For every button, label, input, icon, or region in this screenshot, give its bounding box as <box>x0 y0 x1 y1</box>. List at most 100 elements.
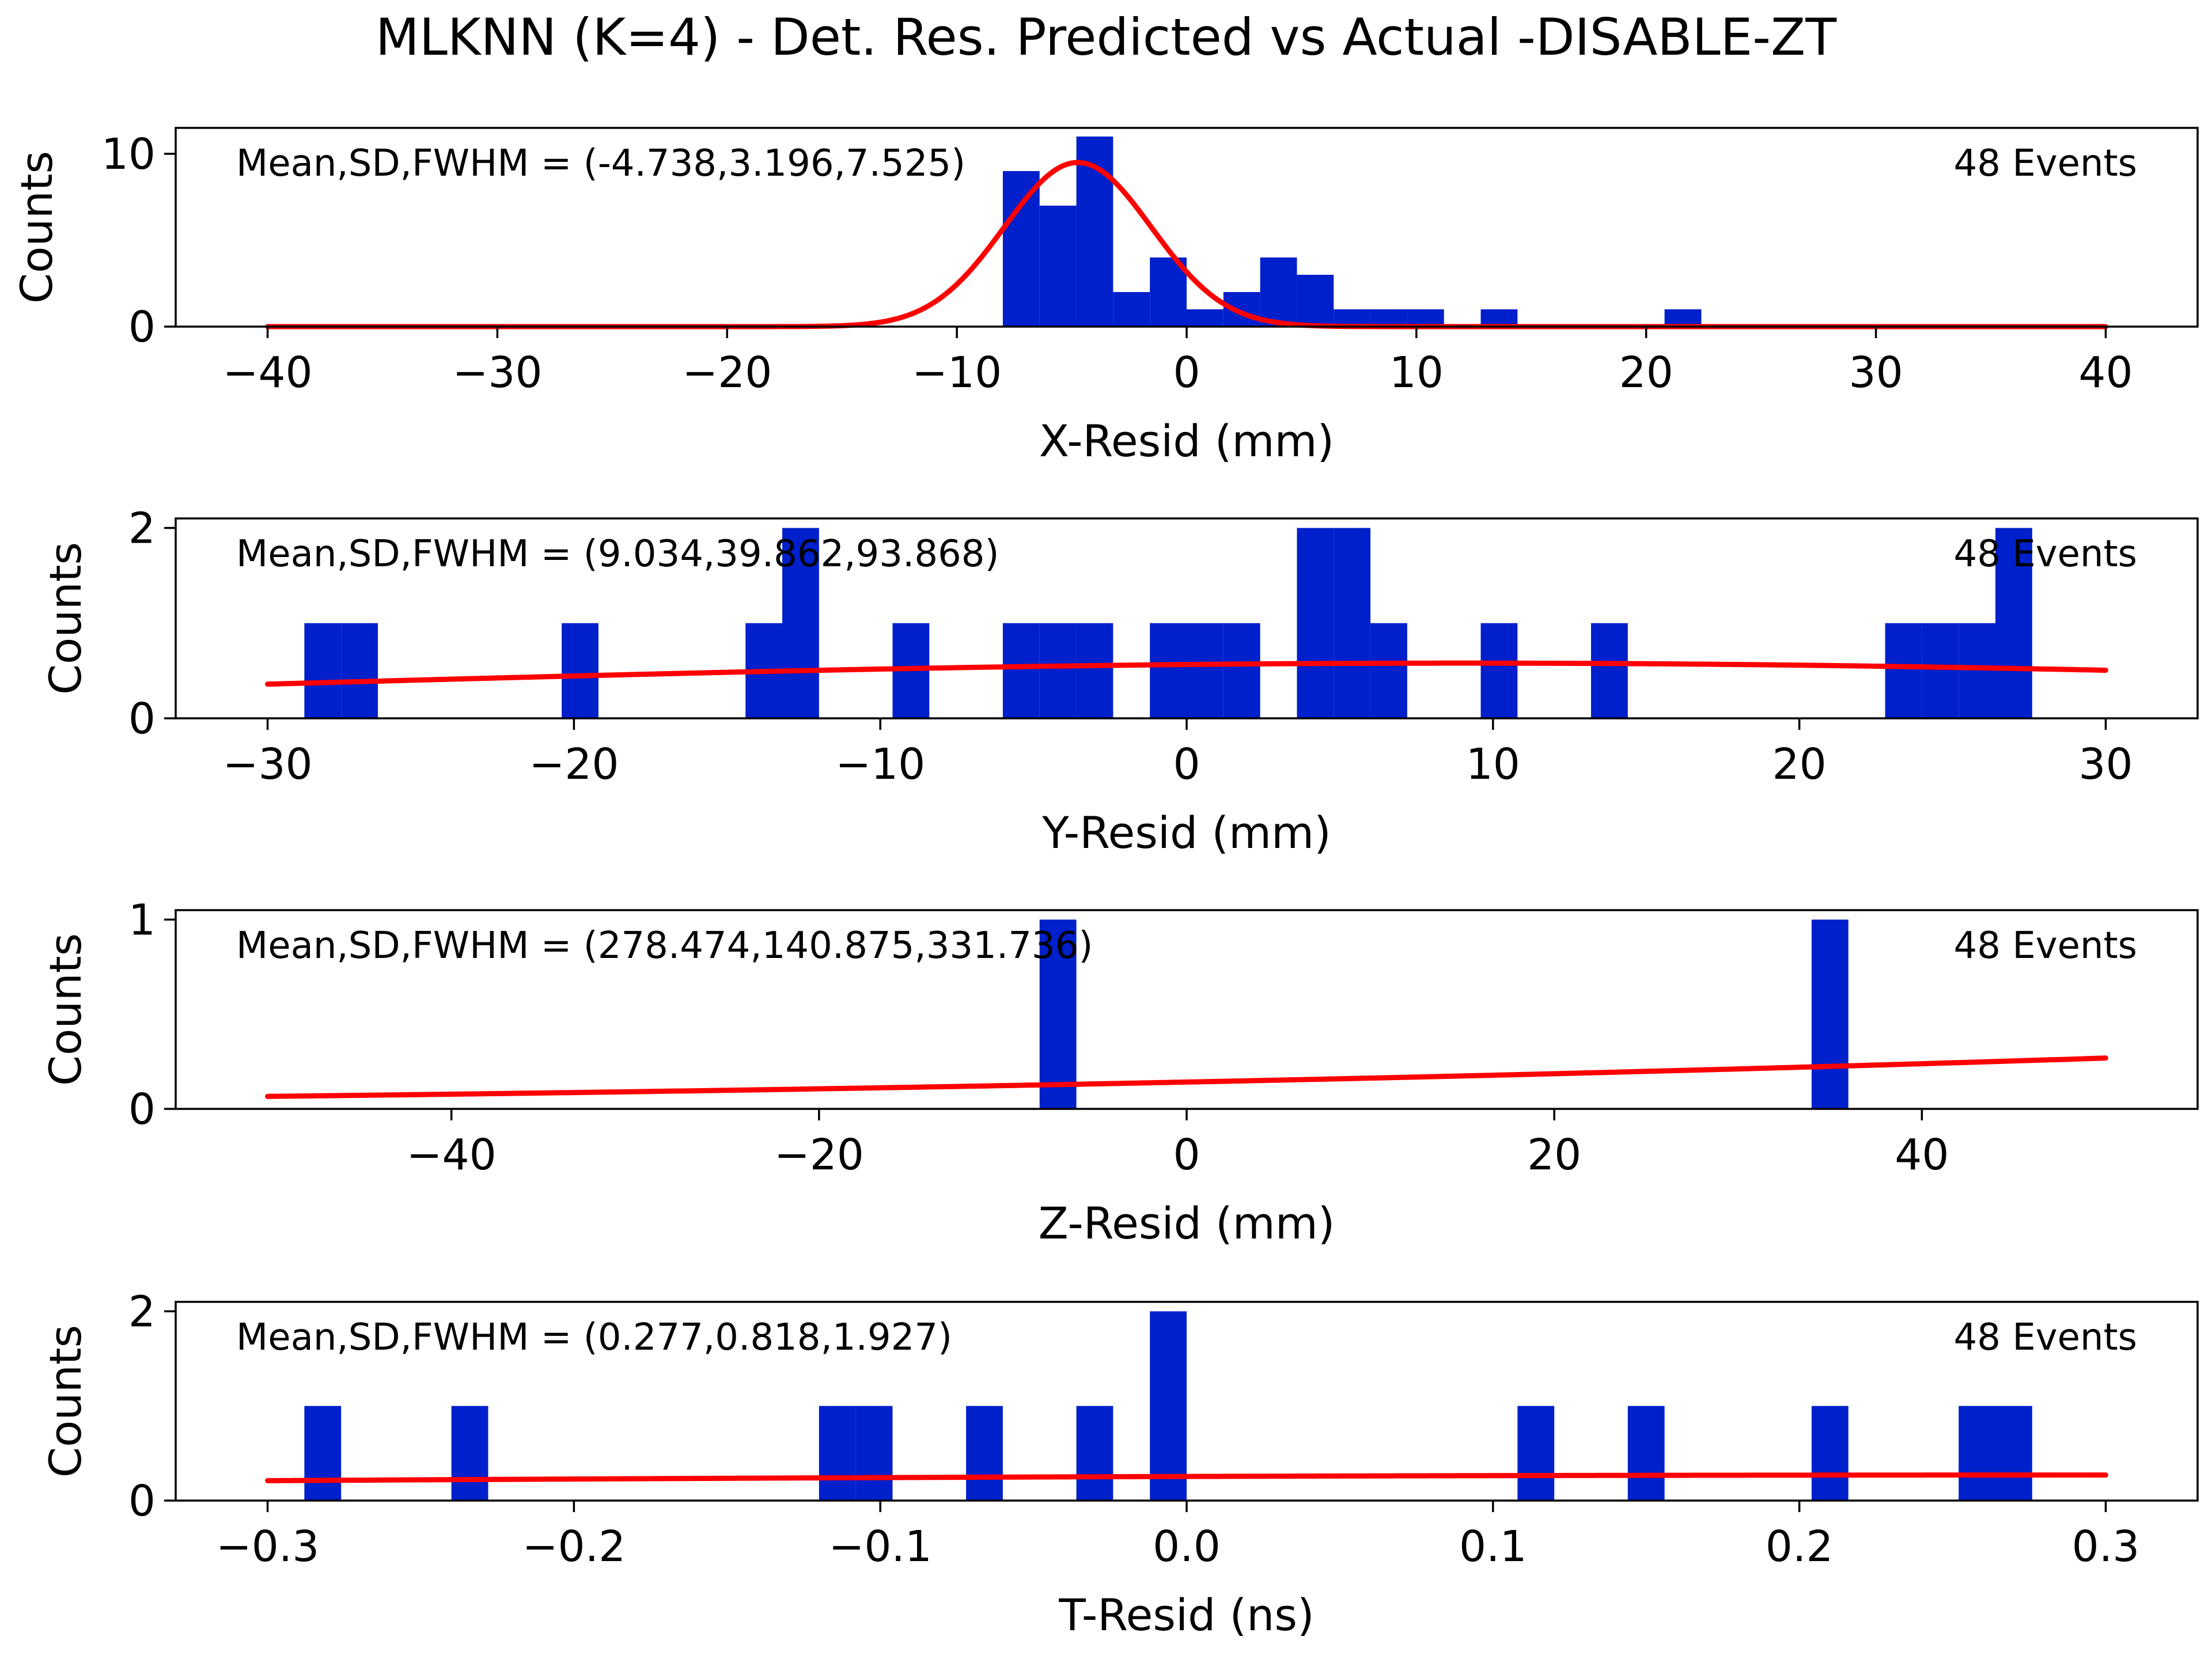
x-tick-label: −10 <box>912 348 1002 397</box>
histogram-bar <box>1150 1311 1187 1501</box>
histogram-bar <box>1591 623 1628 718</box>
histogram-bar <box>1407 309 1444 327</box>
fit-stats-annotation: Mean,SD,FWHM = (9.034,39.862,93.868) <box>236 533 999 575</box>
histogram-bar <box>1039 919 1077 1109</box>
x-tick-label: −0.1 <box>828 1522 932 1571</box>
histogram-bar <box>1223 623 1260 718</box>
histogram-bar <box>1627 1406 1665 1501</box>
x-tick-label: 20 <box>1527 1130 1581 1180</box>
histogram-bar <box>1517 1406 1555 1501</box>
x-tick-label: 0 <box>1173 740 1200 789</box>
histogram-bar <box>1995 528 2032 718</box>
y-axis-label: Counts <box>11 151 62 304</box>
x-tick-label: 0.2 <box>1766 1522 1834 1571</box>
subplot-3: −40 −20 0 20 40 0 1 Z-Resid (mm) Counts Mean,SD,F… <box>40 895 2199 1249</box>
event-count-annotation: 48 Events <box>1954 1316 2137 1359</box>
histogram-bar <box>1885 623 1922 718</box>
x-tick-label: −20 <box>682 348 772 397</box>
histogram-bar <box>1260 257 1297 327</box>
histogram-bar <box>1002 171 1040 327</box>
x-axis-label: Z-Resid (mm) <box>1039 1198 1335 1249</box>
histogram-bar <box>1811 919 1849 1109</box>
histogram-bar <box>1370 623 1407 718</box>
subplot-2: −30 −20 −10 0 10 20 30 0 2 Y-Resid (mm) Counts Mean… <box>40 504 2199 858</box>
histogram-bar <box>1113 292 1150 327</box>
x-tick-label: 20 <box>1619 348 1673 397</box>
x-tick-label: 40 <box>1895 1130 1949 1180</box>
histogram-bars <box>304 1311 2032 1501</box>
histogram-bar <box>1370 309 1407 327</box>
fit-stats-annotation: Mean,SD,FWHM = (278.474,140.875,331.736) <box>236 925 1093 967</box>
event-count-annotation: 48 Events <box>1954 142 2137 185</box>
histogram-bar <box>1995 1406 2032 1501</box>
histogram-bar <box>1959 623 1995 718</box>
histogram-bar <box>1002 623 1040 718</box>
x-tick-label: −0.2 <box>522 1522 626 1571</box>
histogram-bars <box>1039 919 1849 1109</box>
histogram-bar <box>1039 623 1077 718</box>
y-axis-label: Counts <box>40 933 91 1086</box>
y-tick-label: 10 <box>101 130 156 179</box>
x-tick-label: 20 <box>1772 740 1827 789</box>
histogram-bar <box>1039 206 1077 327</box>
y-tick-label: 1 <box>128 895 156 945</box>
histogram-bar <box>1297 528 1334 718</box>
histogram-bar <box>1922 623 1959 718</box>
y-tick-label: 2 <box>128 1287 156 1336</box>
histogram-bar <box>1297 275 1334 327</box>
histogram-bar <box>1664 309 1702 327</box>
x-tick-label: −20 <box>529 740 619 789</box>
x-tick-label: −20 <box>774 1130 864 1180</box>
histogram-bar <box>1334 528 1371 718</box>
histogram-bars <box>1002 137 1702 327</box>
event-count-annotation: 48 Events <box>1954 533 2137 575</box>
x-tick-label: 10 <box>1466 740 1520 789</box>
histogram-bar <box>341 623 378 718</box>
histogram-bar <box>1480 309 1518 327</box>
histogram-bar <box>966 1406 1003 1501</box>
subplot-4: −0.3 −0.2 −0.1 0.0 0.1 0.2 0.3 0 2 T-Resid (ns) Co… <box>40 1287 2199 1641</box>
histogram-bar <box>1959 1406 1995 1501</box>
y-tick-label: 0 <box>128 1476 156 1526</box>
x-tick-label: 10 <box>1389 348 1444 397</box>
fit-stats-annotation: Mean,SD,FWHM = (-4.738,3.196,7.525) <box>236 142 965 185</box>
gaussian-fit-line <box>265 660 2108 687</box>
histogram-bar <box>304 623 342 718</box>
histogram-bar <box>1187 623 1224 718</box>
histogram-bar <box>562 623 599 718</box>
histogram-bar <box>819 1406 856 1501</box>
gaussian-fit-line <box>265 1472 2108 1483</box>
x-tick-label: 30 <box>1849 348 1903 397</box>
x-axis-label: X-Resid (mm) <box>1039 415 1334 467</box>
x-tick-label: 0 <box>1173 1130 1200 1180</box>
histogram-bar <box>1150 257 1187 327</box>
x-tick-label: −10 <box>835 740 925 789</box>
y-tick-label: 0 <box>128 302 156 352</box>
x-tick-label: −40 <box>222 348 312 397</box>
histogram-bar <box>1150 623 1187 718</box>
histogram-bar <box>1811 1406 1849 1501</box>
fit-stats-annotation: Mean,SD,FWHM = (0.277,0.818,1.927) <box>236 1316 952 1359</box>
x-tick-label: 30 <box>2078 740 2133 789</box>
x-axis-label: T-Resid (ns) <box>1058 1589 1314 1641</box>
y-axis-label: Counts <box>40 1325 91 1478</box>
gaussian-fit-line <box>265 1055 2108 1099</box>
x-tick-label: −40 <box>407 1130 497 1180</box>
subplot-1: −40 −30 −20 −10 0 10 20 30 40 0 10 X-Resid (mm) Coun… <box>11 127 2199 467</box>
histogram-bar <box>1334 309 1371 327</box>
histogram-bar <box>782 528 819 718</box>
histogram-bar <box>451 1406 488 1501</box>
x-tick-label: 0.3 <box>2072 1522 2140 1571</box>
histogram-bar <box>304 1406 342 1501</box>
y-tick-label: 2 <box>128 504 156 554</box>
histogram-bar <box>1187 309 1224 327</box>
x-tick-label: −30 <box>222 740 312 789</box>
x-axis-label: Y-Resid (mm) <box>1041 807 1331 858</box>
histogram-bar <box>1480 623 1518 718</box>
y-tick-label: 0 <box>128 694 156 744</box>
x-tick-label: −30 <box>452 348 542 397</box>
x-tick-label: 40 <box>2078 348 2133 397</box>
x-tick-label: 0.1 <box>1459 1522 1527 1571</box>
